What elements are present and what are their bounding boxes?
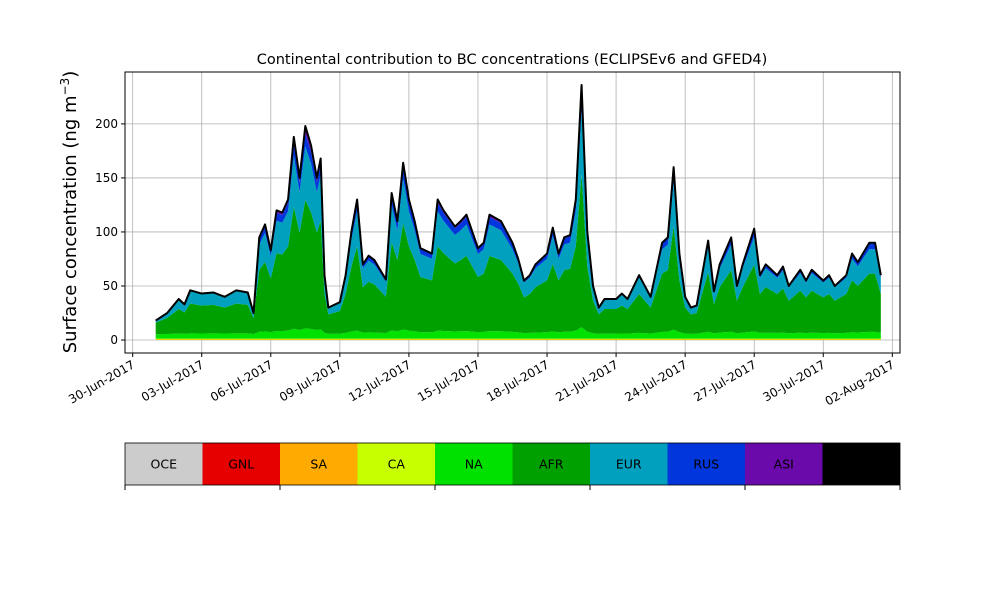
- colorbar-legend: OCE GNL SA CA NA AFR EUR RUS ASI AUS: [124, 442, 901, 490]
- y-tick-label-0: 0: [110, 333, 118, 347]
- plot-frame: [124, 71, 901, 354]
- legend-label-aus: AUS: [848, 457, 874, 472]
- total-line: [155, 83, 882, 322]
- legend-swatch-na: [435, 443, 513, 485]
- legend-swatch-rus: [667, 443, 745, 485]
- y-axis-label: Surface concentration (ng m−3): [58, 71, 81, 354]
- legend-swatch-sa: [280, 443, 358, 485]
- legend-label-gnl: GNL: [228, 457, 254, 472]
- legend-label-afr: AFR: [539, 457, 564, 472]
- area-ca: [155, 338, 881, 340]
- legend-swatch-ca: [357, 443, 435, 485]
- legend-swatch-asi: [745, 443, 823, 485]
- stacked-areas: [155, 84, 881, 341]
- legend-label-na: NA: [465, 457, 483, 472]
- y-axis-label-close: ): [60, 71, 81, 78]
- legend-label-rus: RUS: [693, 457, 719, 472]
- series-line-aus-total: [155, 83, 882, 322]
- y-tick-label-4: 200: [95, 117, 118, 131]
- legend-swatch-afr: [512, 443, 590, 485]
- y-axis: 0 50 100 150 200: [95, 117, 125, 347]
- legend-swatch-aus: [822, 443, 900, 485]
- area-na: [155, 327, 881, 339]
- y-axis-label-main: Surface concentration (ng m: [60, 95, 81, 353]
- legend-label-oce: OCE: [151, 457, 178, 472]
- y-tick-label-1: 50: [103, 279, 118, 293]
- chart-title: Continental contribution to BC concentra…: [257, 52, 768, 68]
- legend-label-ca: CA: [388, 457, 406, 472]
- legend-label-sa: SA: [310, 457, 327, 472]
- legend-frame: [124, 442, 901, 486]
- area-afr: [155, 174, 881, 335]
- area-sa: [155, 339, 881, 341]
- y-tick-label-3: 150: [95, 171, 118, 185]
- legend-swatch-oce: [125, 443, 203, 485]
- area-eur: [155, 110, 881, 323]
- legend-label-asi: ASI: [774, 457, 794, 472]
- legend-swatch-eur: [590, 443, 668, 485]
- legend-label-eur: EUR: [616, 457, 642, 472]
- y-axis-label-superscript: −3: [58, 78, 72, 96]
- legend-swatch-gnl: [202, 443, 280, 485]
- y-tick-label-2: 100: [95, 225, 118, 239]
